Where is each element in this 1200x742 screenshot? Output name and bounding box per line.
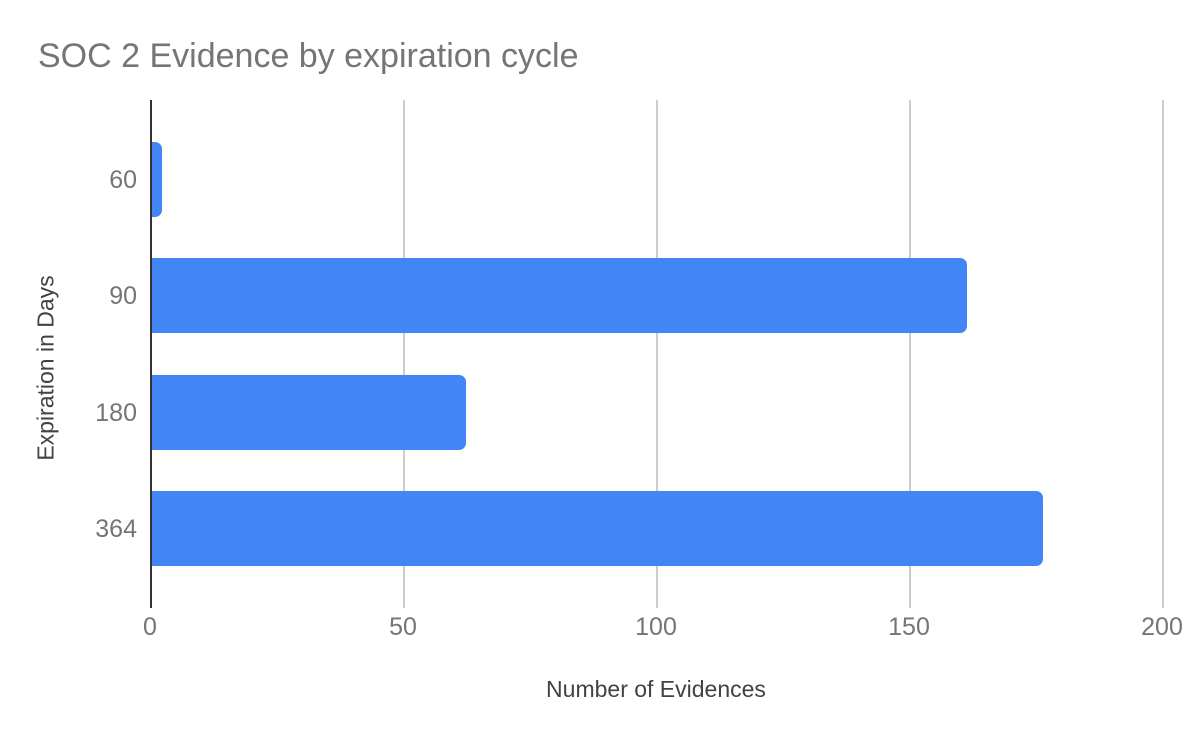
y-category-label: 90 — [109, 281, 137, 310]
gridline-x-200 — [1162, 100, 1164, 608]
x-tick-label: 50 — [389, 613, 417, 641]
gridline-x-100 — [656, 100, 658, 608]
y-category-label: 180 — [95, 398, 137, 427]
plot-area — [150, 100, 1164, 608]
bar-180 — [152, 375, 466, 450]
bar-60 — [152, 142, 162, 217]
bar-364 — [152, 491, 1043, 566]
x-tick-label: 200 — [1141, 613, 1183, 641]
x-tick-label: 100 — [635, 613, 677, 641]
gridline-x-150 — [909, 100, 911, 608]
gridline-x-50 — [403, 100, 405, 608]
x-tick-label: 150 — [888, 613, 930, 641]
x-tick-label: 0 — [143, 613, 157, 641]
bar-90 — [152, 258, 967, 333]
x-axis-title: Number of Evidences — [546, 676, 766, 702]
y-category-label: 364 — [95, 514, 137, 543]
y-axis-line — [150, 100, 152, 608]
y-category-label: 60 — [109, 165, 137, 194]
chart-title: SOC 2 Evidence by expiration cycle — [38, 37, 579, 75]
